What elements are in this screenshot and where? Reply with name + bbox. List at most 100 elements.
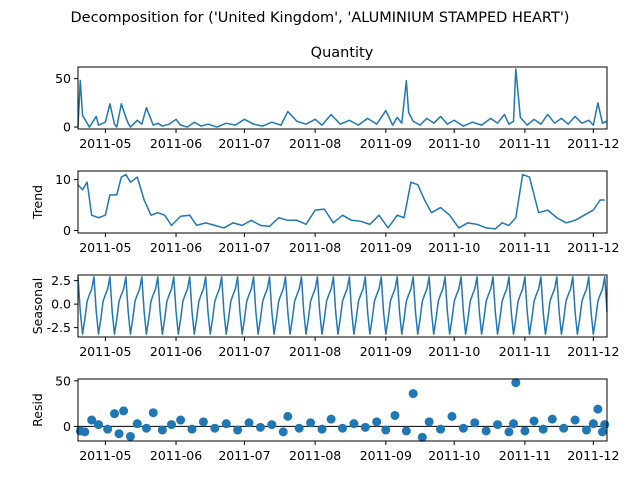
resid-point [294,423,304,433]
x-tick-label: 2011-10 [428,136,480,151]
x-tick-label: 2011-09 [360,448,412,463]
y-tick-label: 0 [63,223,71,238]
x-tick-label: 2011-12 [567,448,619,463]
resid-panel: 0 50 Resid 2011-05 2011-06 2011-07 2011-08 2011… [30,373,619,463]
resid-point [458,423,468,433]
resid-point [547,414,557,424]
x-tick-label: 2011-11 [499,448,551,463]
resid-point [436,424,446,434]
x-tick-label: 2011-05 [79,344,131,359]
resid-point [504,427,514,437]
y-tick-label: 0 [63,120,71,135]
x-tick-label: 2011-10 [428,240,480,255]
resid-point [198,417,208,427]
resid-point [132,419,142,429]
resid-point [559,423,569,433]
x-tick-label: 2011-09 [360,136,412,151]
x-tick-label: 2011-09 [360,240,412,255]
resid-point [588,419,598,429]
resid-point [109,409,119,419]
x-tick-label: 2011-05 [79,136,131,151]
x-tick-label: 2011-12 [567,136,619,151]
resid-point [187,424,197,434]
x-tick-label: 2011-08 [289,240,341,255]
resid-point [509,419,519,429]
resid-point [114,429,124,439]
quantity-axes-frame [77,66,608,130]
x-tick-label: 2011-11 [499,344,551,359]
quantity-panel: 0 50 2011-05 2011-06 2011-07 2011-08 2011-09 20… [55,66,619,151]
resid-axes-frame [77,378,608,442]
resid-point [597,427,607,437]
resid-point [157,425,167,435]
resid-point [593,404,603,414]
trend-series-line [77,173,605,230]
x-tick-label: 2011-12 [567,240,619,255]
resid-point [233,425,243,435]
resid-point [520,426,530,436]
resid-point [255,422,265,432]
resid-point [267,420,277,430]
resid-point [529,416,539,426]
x-tick-label: 2011-09 [360,344,412,359]
x-tick-label: 2011-06 [150,344,202,359]
resid-point [447,411,457,421]
resid-point [424,417,434,427]
y-tick-label: 50 [55,71,71,86]
resid-point [119,406,129,416]
resid-point [176,415,186,425]
y-tick-label: 0.0 [51,297,71,312]
y-tick-label: 10 [55,172,71,187]
resid-point [470,418,480,428]
seasonal-series-line [77,276,608,335]
resid-point [317,424,327,434]
resid-point [141,423,151,433]
quantity-series-line [77,68,608,128]
resid-point [570,415,580,425]
resid-point [538,424,548,434]
seasonal-axes-frame [77,274,608,338]
resid-point [338,423,347,433]
x-tick-label: 2011-12 [567,344,619,359]
seasonal-y-axis-label: Seasonal [30,278,45,335]
resid-point [381,425,391,435]
resid-point [349,419,359,429]
trend-panel: 0 10 Trend 2011-05 2011-06 2011-07 2011-08 2011… [30,170,619,255]
resid-point [221,419,231,429]
quantity-panel-title: Quantity [311,45,374,61]
seasonal-panel: -2.5 0.0 2.5 Seasonal 2011-05 2011-06 2011-07 2… [30,273,619,359]
resid-point [511,378,521,388]
resid-point [210,423,220,433]
x-tick-label: 2011-07 [218,136,270,151]
resid-point [390,410,400,420]
resid-point [278,427,288,437]
resid-y-axis-label: Resid [30,393,45,427]
resid-point [360,422,370,432]
resid-point [326,414,336,424]
x-tick-label: 2011-08 [289,448,341,463]
x-tick-label: 2011-06 [150,448,202,463]
x-tick-label: 2011-08 [289,136,341,151]
resid-point [80,427,90,437]
resid-point [244,418,254,428]
resid-point [401,426,411,436]
x-tick-label: 2011-05 [79,448,131,463]
x-tick-label: 2011-10 [428,448,480,463]
resid-point [493,420,503,430]
resid-point [600,420,610,430]
x-tick-label: 2011-05 [79,240,131,255]
resid-point [283,411,293,421]
x-tick-label: 2011-10 [428,344,480,359]
resid-point [87,415,97,425]
resid-point [481,426,491,436]
x-tick-label: 2011-11 [499,136,551,151]
trend-y-axis-label: Trend [30,185,45,220]
x-tick-label: 2011-08 [289,344,341,359]
x-tick-label: 2011-07 [218,240,270,255]
resid-point [148,408,158,418]
figure-title: Decomposition for ('United Kingdom', 'AL… [71,10,570,26]
resid-point [166,420,176,430]
resid-point [94,420,104,430]
x-tick-label: 2011-06 [150,136,202,151]
